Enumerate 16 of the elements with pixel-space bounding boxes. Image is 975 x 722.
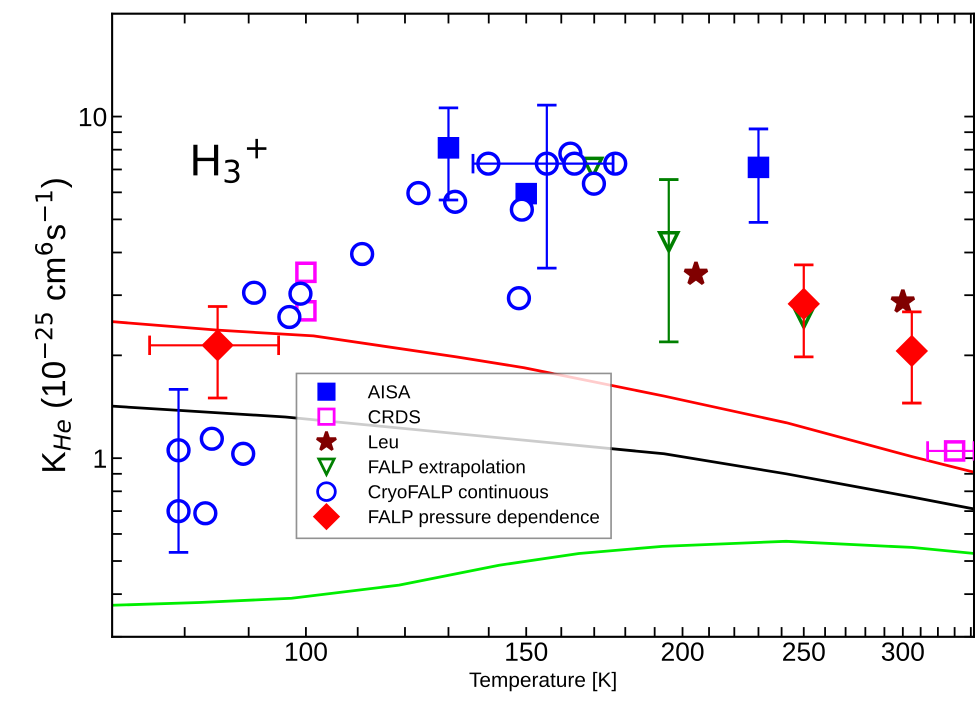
legend-label: FALP extrapolation [369,460,525,478]
legend-label: CRDS [368,410,420,424]
x-tick-label: 300 [882,642,924,662]
x-tick-label: 150 [506,642,548,662]
x-tick-label: 200 [662,642,704,662]
legend-label: Leu [369,435,398,448]
x-tick-label: 100 [286,642,327,662]
legend-label: CryoFALP continuous [368,484,548,502]
y-tick-label: 10 [80,108,106,126]
annotation: H$_{3}$$^{+}$ [193,138,266,184]
y-tick-label: 1 [94,450,106,468]
text: K$_{He}$ (10$^{−25}$ cm$^{6}$s$^{−1}$) [35,179,72,471]
legend-label: AISA [368,385,410,398]
x-tick-label: 250 [783,642,825,662]
x-axis-title: Temperature [K] [469,672,616,692]
legend-label: FALP pressure dependence [369,510,600,528]
